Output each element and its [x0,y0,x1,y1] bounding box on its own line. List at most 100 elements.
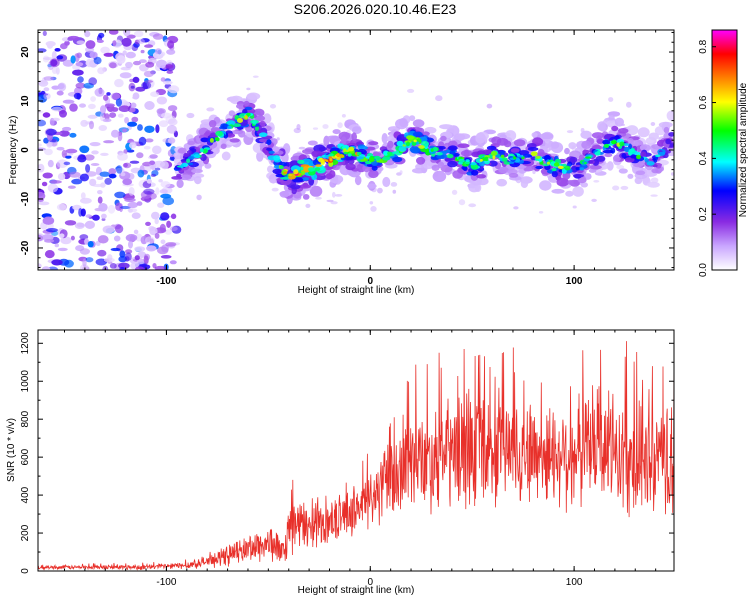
noise-blob [109,62,117,68]
noise-blob [49,58,59,67]
ridge-blob [433,171,447,182]
ridge-blob [406,135,414,140]
y-tick-label: 200 [20,524,31,541]
ridge-blob [220,123,227,128]
noise-blob [95,88,105,97]
ridge-blob [581,141,591,149]
figure: S206.2026.020.10.46.E23 -100 0 100-20-1001… [0,0,750,600]
noise-blob [130,103,136,109]
noise-blob [145,236,155,244]
noise-blob [104,178,112,185]
noise-blob [128,208,133,212]
noise-blob [86,40,96,49]
ridge-blob [615,118,624,127]
ridge-blob [279,165,283,169]
ridge-blob [221,144,227,150]
noise-blob [68,186,76,189]
noise-blob [170,260,177,264]
noise-blob [72,70,84,76]
ridge-blob [210,138,214,143]
noise-blob [161,240,166,245]
ridge-blob [222,152,231,161]
scatter-blob [435,95,442,101]
ridge-blob [237,118,243,123]
ridge-blob [611,126,618,131]
noise-blob [88,77,97,85]
scatter-blob [612,186,619,191]
ridge-blob [457,143,469,148]
ridge-blob [465,159,469,162]
ridge-blob [246,113,250,116]
ridge-blob [387,152,392,156]
scatter-blob [327,200,334,202]
noise-blob [85,221,95,229]
noise-blob [123,106,129,110]
ridge-blob [634,163,644,168]
ridge-blob [597,150,600,155]
noise-blob [155,233,160,239]
noise-blob [144,126,154,133]
colorbar-gradient [712,30,737,270]
noise-blob [160,194,171,199]
y-tick-label: -20 [20,240,31,255]
ridge-blob [439,146,446,150]
noise-blob [90,142,101,146]
ridge-blob [176,174,181,178]
ridge-blob [368,141,378,145]
noise-blob [88,241,94,247]
noise-blob [80,248,90,254]
scatter-blob [468,203,476,207]
noise-blob [145,62,154,68]
noise-blob [86,214,92,218]
noise-blob [144,71,154,77]
scatter-blob [513,206,518,209]
noise-blob [129,187,135,196]
noise-blob [166,49,175,55]
scatter-blob [246,88,250,91]
noise-blob [155,218,159,224]
noise-blob [143,189,154,195]
noise-blob [165,242,176,247]
ridge-blob [447,161,457,167]
ridge-blob [392,157,402,162]
ridge-blob [431,148,434,152]
spectrogram-xlabel: Height of straight line (km) [298,285,415,296]
noise-blob [98,33,104,38]
scatter-blob [299,147,306,150]
y-tick-label: 0 [20,568,31,574]
noise-blob [44,76,54,81]
ridge-blob [303,166,308,171]
scatter-blob [452,190,457,195]
ridge-blob [273,155,280,161]
ridge-blob [638,127,650,137]
colorbar: 0.00.20.40.60.8 Normalized spectral ampl… [698,30,749,277]
ridge-blob [333,129,341,134]
ridge-blob [664,127,670,134]
noise-blob [79,146,89,154]
noise-blob [155,124,159,133]
ridge-blob [253,121,257,125]
scatter-blob [313,127,318,129]
noise-blob [117,55,126,64]
noise-blob [144,80,153,83]
ridge-blob [597,138,603,144]
noise-blob [57,91,64,96]
scatter-blob [272,188,279,192]
noise-blob [168,105,177,111]
ridge-blob [521,179,528,188]
noise-blob [77,40,85,44]
ridge-blob [272,169,281,174]
noise-blob [100,172,110,177]
ridge-blob [382,177,390,187]
ridge-blob [191,169,203,174]
scatter-blob [296,124,300,130]
scatter-blob [573,206,577,209]
ridge-blob [215,131,223,137]
noise-blob [114,236,121,242]
noise-blob [98,197,103,204]
scatter-blob [335,194,342,197]
ridge-blob [392,151,396,154]
noise-blob [44,239,54,243]
noise-blob [100,153,109,156]
noise-blob [74,93,82,99]
